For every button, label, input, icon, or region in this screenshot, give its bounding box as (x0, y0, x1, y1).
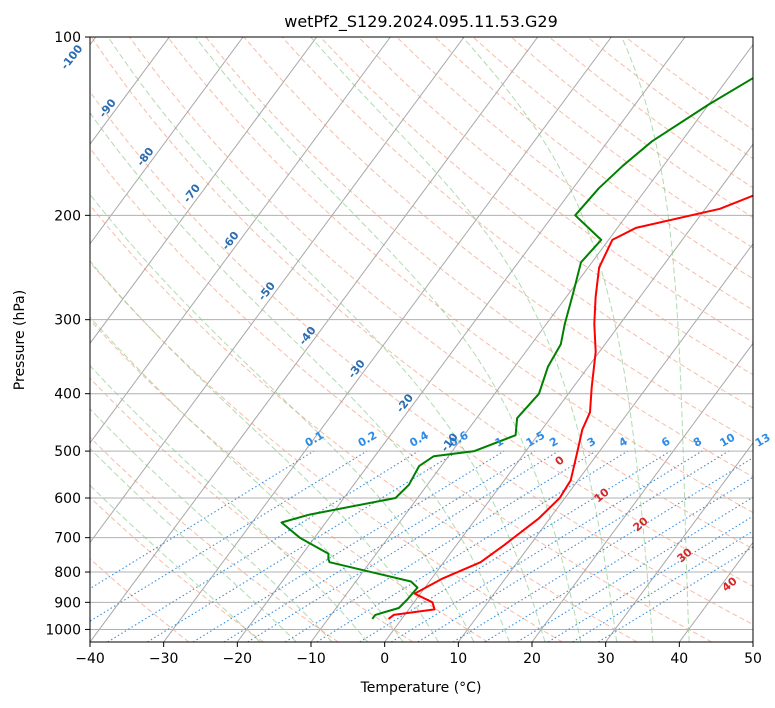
mixing-ratio-line (547, 515, 753, 642)
isotherm (310, 43, 753, 642)
sounding-line (387, 194, 753, 620)
isotherm (90, 37, 170, 146)
mixing-ratio-line (316, 450, 628, 642)
x-tick-label: 50 (744, 651, 762, 667)
x-tick-label: 30 (597, 651, 615, 667)
y-tick-label: 500 (54, 444, 81, 460)
mixing-ratio-line (452, 457, 753, 642)
isotherm (384, 143, 753, 642)
mixing-ratio-line (147, 450, 459, 642)
y-axis-label: Pressure (hPa) (12, 290, 28, 390)
mixing-ratio-line (359, 450, 671, 642)
chart-title: wetPf2_S129.2024.095.11.53.G29 (284, 12, 558, 32)
sounding-profiles (280, 76, 753, 620)
x-axis-ticks: −40 −30 −20 −10 0 10 20 30 40 50 (75, 642, 762, 667)
x-tick-label: 40 (670, 651, 688, 667)
y-tick-label: 700 (54, 531, 81, 547)
moist-adiabat (90, 112, 510, 642)
y-tick-label: 300 (54, 313, 81, 329)
mixing-ratio-line (484, 476, 753, 642)
dry-adiabat (167, 37, 753, 514)
moist-adiabat (90, 316, 404, 642)
dry-adiabat (90, 204, 638, 642)
moist-adiabat (90, 408, 333, 642)
x-tick-label: −10 (296, 651, 326, 667)
mixing-ratio-line (90, 450, 368, 622)
moist-adiabat (107, 37, 546, 642)
mixing-ratio-line (223, 450, 536, 642)
mixing-ratio-line (247, 450, 559, 642)
x-tick-label: −20 (223, 651, 253, 667)
isotherm (605, 442, 753, 642)
mixing-ratio-line (516, 496, 753, 642)
plot-frame (89, 36, 754, 643)
y-tick-label: 600 (54, 491, 81, 507)
mixing-ratio-line (417, 450, 729, 642)
moist-adiabat (621, 37, 690, 642)
moist-adiabat (90, 193, 475, 642)
moist-adiabat (90, 447, 297, 642)
y-tick-label: 200 (54, 208, 81, 224)
mixing-ratio-line (572, 530, 753, 642)
y-tick-label: 100 (54, 30, 81, 46)
x-tick-label: 0 (380, 651, 389, 667)
dry-adiabat (243, 37, 753, 443)
x-tick-label: −30 (149, 651, 179, 667)
dry-adiabat (90, 436, 339, 642)
mixing-ratio-line (598, 546, 753, 642)
x-tick-label: −40 (75, 651, 105, 667)
mixing-ratio-line (107, 450, 419, 642)
isotherm (90, 37, 539, 642)
x-tick-label: 10 (449, 651, 467, 667)
moist-adiabat (90, 260, 439, 642)
dry-adiabat (281, 37, 753, 409)
isotherm (90, 37, 318, 345)
sounding-line (280, 76, 753, 620)
y-tick-label: 800 (54, 565, 81, 581)
isotherm (90, 37, 391, 444)
dry-adiabat (90, 90, 753, 626)
moist-adiabat (310, 37, 618, 642)
moist-adiabat (462, 37, 654, 642)
isotherm (163, 37, 612, 642)
mixing-ratio-line (391, 450, 703, 642)
dry-adiabat (90, 319, 488, 642)
y-tick-label: 1000 (45, 622, 81, 638)
background-lines (90, 37, 753, 642)
dry-adiabat (396, 37, 753, 311)
y-tick-label: 900 (54, 595, 81, 611)
moist-adiabat (194, 37, 582, 642)
isotherm (531, 342, 753, 642)
mixing-ratio-line (192, 450, 505, 642)
mixing-ratio-line (284, 450, 597, 642)
dry-adiabat (90, 261, 563, 642)
dry-adiabat (90, 147, 712, 642)
isotherm (90, 37, 465, 544)
isotherm (457, 242, 753, 642)
isotherm (90, 37, 244, 245)
y-tick-label: 400 (54, 387, 81, 403)
x-tick-label: 20 (523, 651, 541, 667)
y-axis-ticks: 100 200 300 400 500 600 700 800 900 1000 (45, 30, 90, 638)
x-axis-label: Temperature (°C) (360, 680, 482, 696)
dry-adiabat (90, 558, 190, 642)
